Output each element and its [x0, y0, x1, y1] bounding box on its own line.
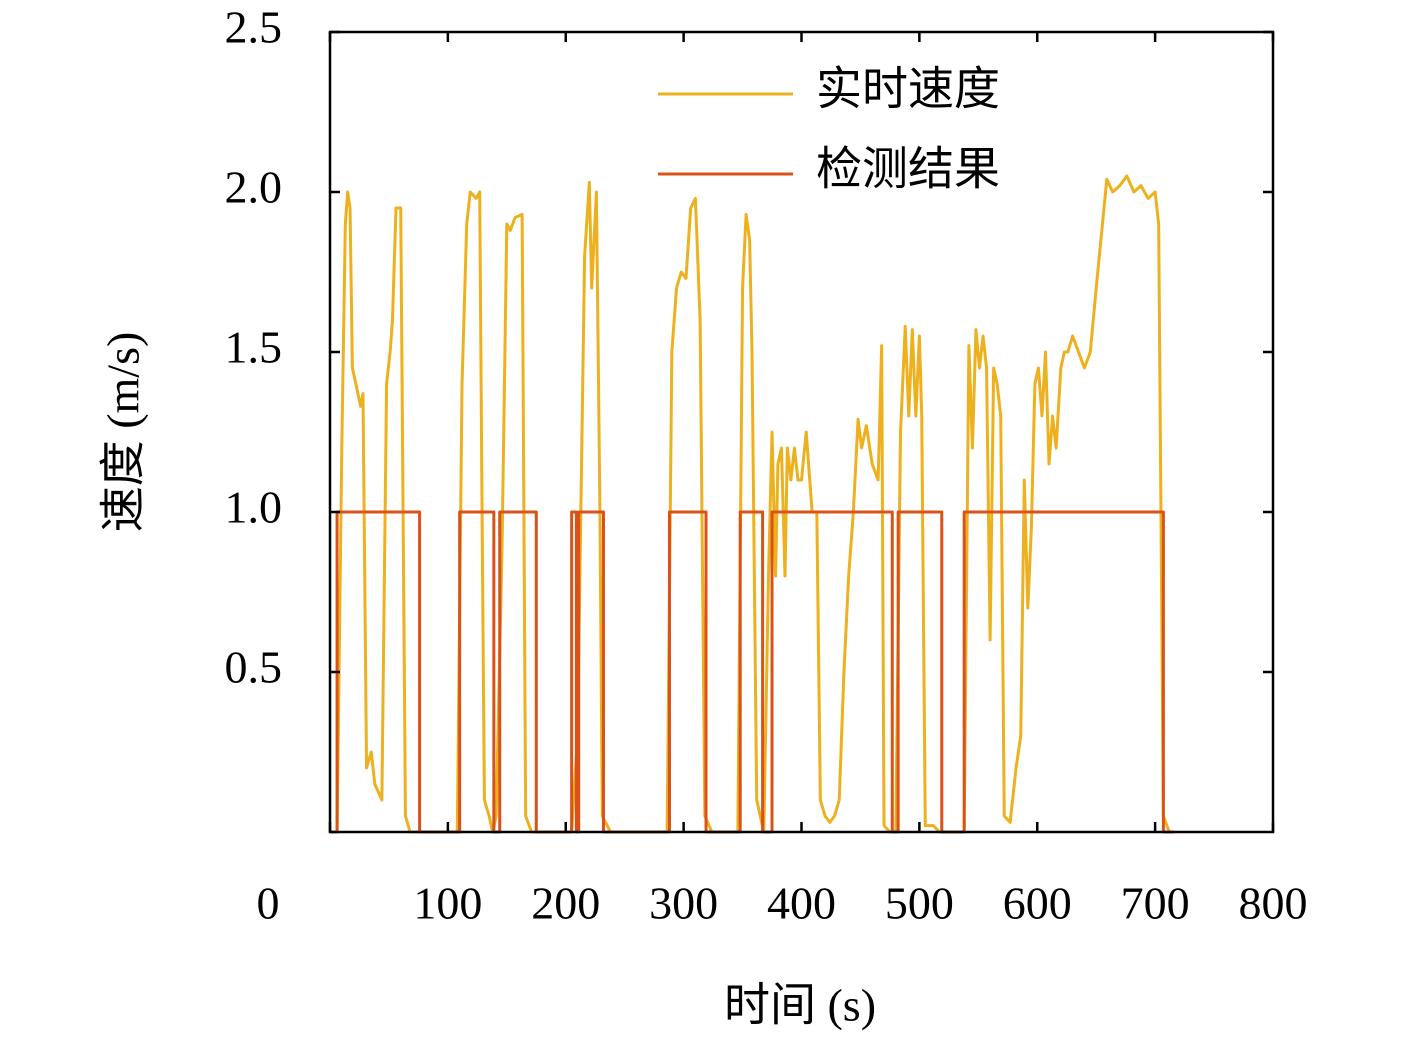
- x-tick-label: 800: [1239, 878, 1308, 929]
- y-tick-label: 1.0: [225, 482, 283, 533]
- line: [330, 174, 1174, 834]
- x-tick-label: 300: [649, 878, 718, 929]
- legend-label: 实时速度: [816, 64, 1000, 115]
- x-tick-label: 500: [885, 878, 954, 929]
- x-tick-label: 700: [1121, 878, 1190, 929]
- y-tick-label: 2.0: [225, 162, 283, 213]
- legend-label: 检测结果: [816, 144, 1000, 195]
- plot-frame: [328, 30, 1275, 834]
- y-axis-label: 速度 (m/s): [98, 332, 149, 533]
- y-tick-label: 0.5: [225, 642, 283, 693]
- x-axis-label: 时间 (s): [724, 980, 876, 1031]
- x-tick-label: 100: [413, 878, 482, 929]
- y-tick-label: 1.5: [225, 322, 283, 373]
- y-tick-label: 2.5: [225, 2, 283, 53]
- x-tick-label: 400: [767, 878, 836, 929]
- x-tick-label: 200: [531, 878, 600, 929]
- x-tick-label: 0: [257, 878, 280, 929]
- x-tick-label: 600: [1003, 878, 1072, 929]
